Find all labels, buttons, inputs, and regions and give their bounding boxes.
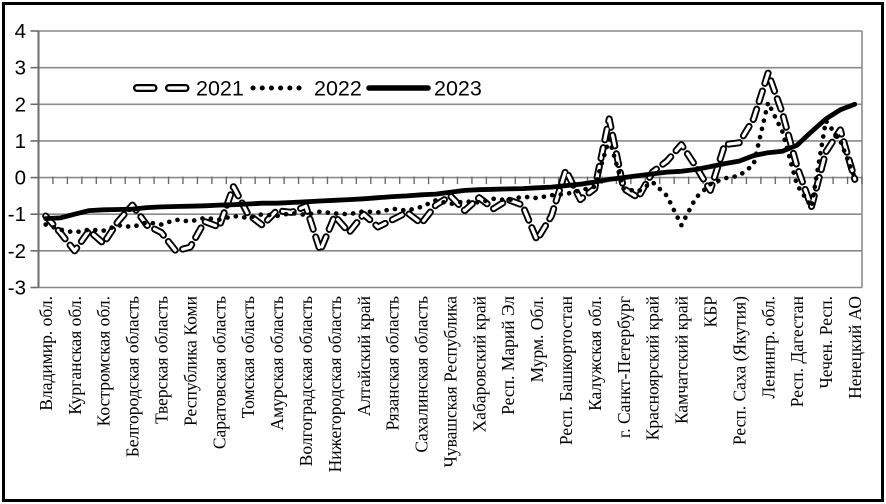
y-tick-label: 3 xyxy=(15,57,26,80)
x-category-label: Чувашская Республика xyxy=(440,296,460,468)
x-axis-labels: Владимир. обл. Курганская обл. Костромская… xyxy=(36,296,865,473)
y-tick-label: 0 xyxy=(15,167,26,190)
x-category-label: Рязанская область xyxy=(383,296,403,430)
x-category-label: Чечен. Респ. xyxy=(816,296,836,389)
x-category-label: Камчатский край xyxy=(672,296,692,424)
gridlines xyxy=(38,30,862,289)
y-tick-label: 4 xyxy=(15,20,26,43)
y-tick-label: -1 xyxy=(8,203,26,226)
legend-label-2021: 2021 xyxy=(196,77,244,101)
x-category-label: Калужская обл. xyxy=(585,296,605,411)
x-category-label: Красноярский край xyxy=(643,296,663,440)
x-category-label: Ненецкий АО xyxy=(845,296,865,399)
x-category-label: Амурская область xyxy=(267,296,287,431)
x-category-label: Хабаровский край xyxy=(469,296,489,433)
series-2022-dotted-line xyxy=(43,100,858,235)
y-tick-label: -3 xyxy=(8,277,26,300)
x-category-label: Респ. Башкортостан xyxy=(556,296,576,445)
y-axis-ticks xyxy=(30,30,39,289)
x-category-label: Ленингр. обл. xyxy=(758,296,778,399)
x-category-label: Костромская обл. xyxy=(94,296,114,426)
y-axis-labels: 4 3 2 1 0 -1 -2 -3 xyxy=(8,20,26,300)
series-2021-dashed-line-core xyxy=(44,71,857,253)
x-category-label: Респ. Дагестан xyxy=(787,296,807,407)
x-category-label: Сахалинская область xyxy=(412,296,432,453)
x-category-label: Курганская обл. xyxy=(65,296,85,415)
x-category-label: Волгоградская область xyxy=(296,296,316,466)
y-tick-label: 1 xyxy=(15,130,26,153)
series-2023-solid-line xyxy=(43,101,858,221)
x-category-label: Респ. Марий Эл xyxy=(498,296,518,415)
x-category-label: КБР xyxy=(701,296,721,328)
x-category-label: Владимир. обл. xyxy=(36,296,56,411)
y-tick-label: -2 xyxy=(8,240,26,263)
legend-label-2022: 2022 xyxy=(314,77,362,101)
y-tick-label: 2 xyxy=(15,93,26,116)
x-category-label: Саратовская область xyxy=(209,296,229,449)
x-category-label: Томская область xyxy=(238,296,258,418)
x-category-label: Белгородская область xyxy=(123,296,143,457)
x-category-label: Тверская область xyxy=(152,296,172,424)
legend-label-2023: 2023 xyxy=(434,77,482,101)
x-category-label: Респ. Саха (Якутия) xyxy=(729,296,749,445)
legend: 2021 2022 2023 xyxy=(133,77,482,101)
x-category-label: Мурм. Обл. xyxy=(527,296,547,382)
x-category-label: Республика Коми xyxy=(180,296,200,426)
x-category-label: Нижегородская область xyxy=(325,296,345,472)
x-category-label: Алтайский край xyxy=(354,296,374,416)
x-category-label: г. Санкт-Петербург xyxy=(614,296,634,438)
